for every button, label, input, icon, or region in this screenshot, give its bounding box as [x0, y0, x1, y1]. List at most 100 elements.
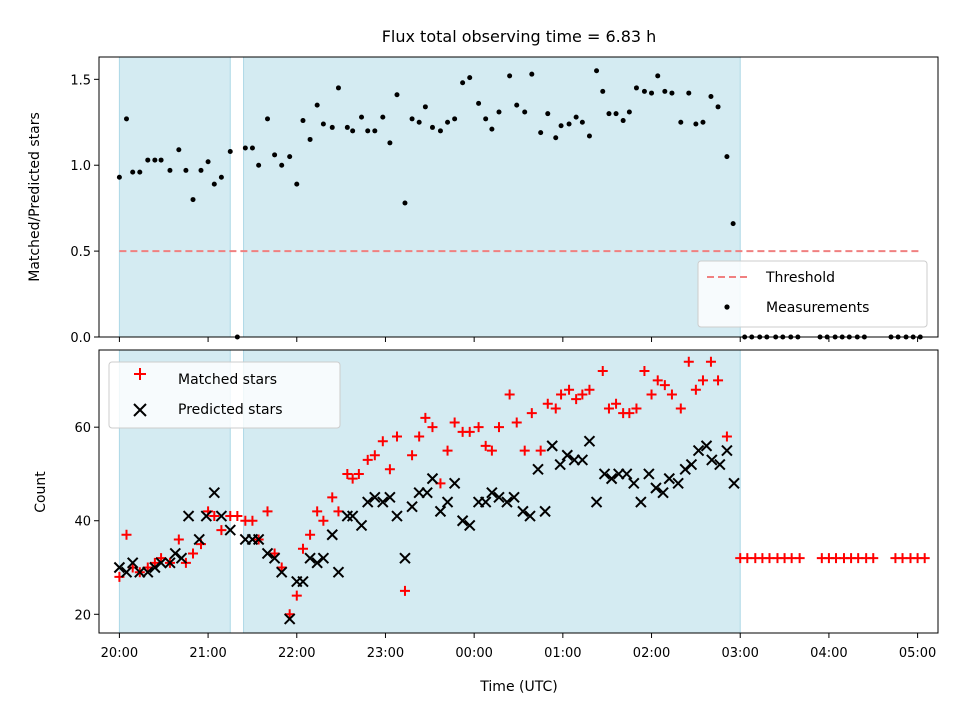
measurement-point-44 [437, 128, 443, 134]
measurement-point-40 [409, 116, 415, 122]
top-observing-window-1 [243, 56, 741, 338]
measurement-point-51 [489, 126, 495, 132]
measurement-point-61 [566, 121, 572, 127]
measurement-point-82 [715, 104, 721, 110]
legend-threshold-label: Threshold [765, 270, 835, 286]
predicted-star-point-9 [175, 552, 188, 564]
predicted-star-point-82 [721, 444, 733, 457]
matched-star-point-30 [333, 506, 344, 517]
predicted-star-point-41 [421, 486, 433, 499]
predicted-star-point-70 [635, 496, 647, 508]
matched-star-point-38 [391, 431, 402, 442]
predicted-star-point-22 [283, 613, 296, 625]
measurement-point-27 [314, 102, 320, 108]
predicted-star-point-81 [714, 458, 726, 471]
measurement-point-65 [594, 68, 600, 74]
matched-star-point-54 [511, 417, 522, 428]
measurement-point-36 [380, 114, 386, 120]
predicted-star-point-46 [456, 515, 469, 527]
matched-star-point-73 [652, 375, 663, 386]
measurement-point-43 [429, 124, 435, 130]
measurement-point-58 [545, 111, 551, 117]
x-tick-label-2: 22:00 [278, 646, 315, 661]
bottom-y-axis-label: Count [33, 471, 49, 513]
x-tick-label-9: 05:00 [899, 646, 936, 661]
matched-star-point-53 [504, 389, 515, 400]
predicted-star-point-80 [706, 454, 718, 466]
matched-star-point-69 [624, 408, 635, 419]
predicted-star-point-28 [326, 529, 338, 541]
legend-predicted-swatch [133, 403, 147, 417]
matched-star-point-45 [442, 445, 453, 456]
predicted-star-point-31 [346, 510, 359, 522]
matched-star-point-48 [464, 426, 475, 437]
matched-star-point-61 [564, 384, 575, 395]
top-legend: Threshold Measurements [697, 260, 928, 328]
predicted-star-point-51 [493, 491, 505, 504]
x-tick-label-0: 20:00 [101, 646, 138, 661]
predicted-star-point-64 [590, 496, 603, 508]
measurement-point-11 [198, 167, 204, 173]
predicted-star-point-55 [524, 510, 536, 522]
measurement-point-28 [320, 121, 326, 127]
matched-star-point-42 [420, 412, 431, 423]
measurement-point-22 [279, 162, 285, 168]
predicted-star-point-32 [355, 519, 368, 532]
predicted-star-point-4 [142, 566, 154, 578]
predicted-star-point-78 [692, 444, 705, 457]
top-ytick-label-0: 0.0 [70, 331, 91, 346]
predicted-star-point-27 [317, 552, 330, 564]
measurement-point-64 [586, 133, 592, 139]
measurement-point-33 [359, 114, 365, 120]
measurement-point-70 [626, 109, 632, 115]
predicted-star-point-35 [377, 496, 389, 508]
measurement-point-35 [372, 128, 378, 134]
predicted-star-point-72 [650, 482, 662, 494]
predicted-star-point-37 [391, 510, 403, 522]
matched-star-point-8 [173, 534, 184, 545]
matched-star-point-63 [577, 389, 588, 400]
predicted-star-point-11 [193, 533, 205, 546]
matched-star-point-72 [646, 389, 657, 400]
matched-star-point-52 [493, 422, 504, 433]
measurement-point-14 [218, 174, 224, 180]
bottom-legend: Matched stars Predicted stars [108, 361, 341, 429]
matched-star-point-64 [584, 384, 595, 395]
top-y-axis-label: Matched/Predicted stars [27, 112, 43, 282]
bottom-ytick-label-0: 20 [74, 608, 91, 623]
matched-star-point-16 [232, 511, 243, 522]
predicted-star-point-76 [679, 463, 691, 475]
measurement-point-79 [693, 121, 699, 127]
matched-star-point-20 [262, 506, 273, 517]
top-y-axis: 0.0 0.5 1.0 1.5 [70, 73, 99, 346]
matched-star-point-50 [480, 440, 491, 451]
measurement-point-59 [553, 135, 559, 141]
measurement-point-80 [700, 119, 706, 125]
measurement-point-24 [294, 181, 300, 187]
predicted-star-point-69 [628, 477, 640, 490]
matched-star-point-32 [347, 473, 358, 484]
predicted-star-point-15 [224, 524, 236, 536]
measurement-point-34 [365, 128, 371, 134]
x-tick-label-3: 23:00 [367, 646, 404, 661]
predicted-star-point-71 [643, 468, 655, 480]
measurement-point-17 [242, 145, 248, 151]
matched-star-point-14 [216, 525, 227, 536]
measurement-point-60 [558, 123, 564, 129]
matched-star-point-60 [556, 389, 567, 400]
measurement-point-8 [176, 147, 182, 153]
matched-star-point-77 [683, 356, 694, 367]
matched-star-point-13 [209, 511, 220, 522]
measurement-point-46 [452, 116, 458, 122]
x-axis-label: Time (UTC) [479, 679, 557, 695]
matched-star-point-57 [535, 445, 546, 456]
measurement-point-1 [123, 116, 129, 122]
x-tick-label-5: 01:00 [544, 646, 581, 661]
top-legend-box [697, 260, 928, 328]
x-tick-label-4: 00:00 [455, 646, 492, 661]
top-measurement-points [116, 68, 923, 340]
matched-star-point-80 [705, 356, 716, 367]
bottom-x-axis: 20:00 21:00 22:00 23:00 00:00 01:00 02:00 03:00… [101, 633, 936, 661]
matched-star-point-82 [721, 431, 732, 442]
